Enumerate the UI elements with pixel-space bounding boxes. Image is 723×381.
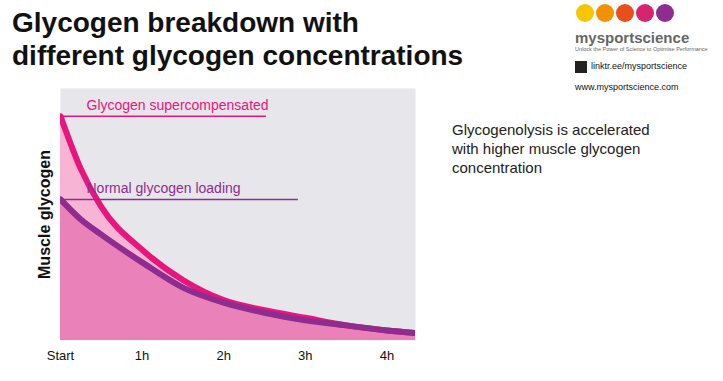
svg-text:3h: 3h [298,348,312,363]
html-text:mysportscience: mysportscience [575,29,690,46]
svg-text:Glycogen supercompensated: Glycogen supercompensated [87,97,269,113]
svg-text:1h: 1h [135,348,149,363]
html-text:www.mysportscience.com: www.mysportscience.com [575,82,679,92]
svg-text:Start: Start [47,348,75,363]
svg-text:4h: 4h [380,348,394,363]
svg-text:Normal glycogen loading: Normal glycogen loading [87,180,241,196]
html-text:Unlock the Power of Science to: Unlock the Power of Science to Optimise … [575,46,708,52]
svg-text:2h: 2h [216,348,230,363]
svg-text:Muscle glycogen: Muscle glycogen [36,150,53,279]
html-text:Glycogenolysis is accelerated: Glycogenolysis is accelerated with highe… [452,121,650,176]
html-text:linktr.ee/mysportscience: linktr.ee/mysportscience [591,61,687,72]
html-text:Glycogen breakdown with differ: Glycogen breakdown with different glycog… [12,7,464,71]
